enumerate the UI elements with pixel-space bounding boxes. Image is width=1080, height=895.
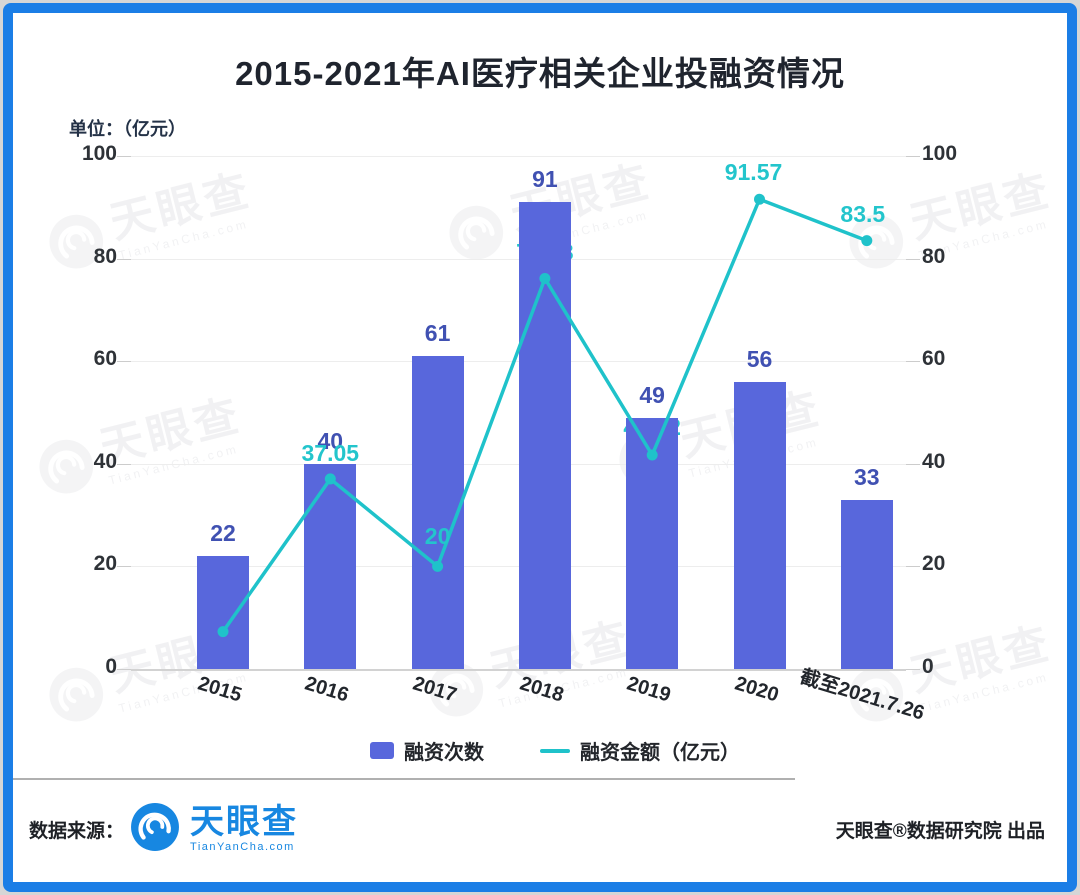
y-tick-left — [117, 669, 131, 670]
y-axis-label-left: 80 — [93, 244, 117, 268]
line-value-label: 37.05 — [301, 439, 360, 466]
gridline-20 — [131, 566, 906, 568]
y-axis-label-right: 0 — [922, 655, 934, 678]
gridline-100 — [131, 156, 906, 157]
gridline-40 — [131, 463, 906, 465]
poster-card: 天眼查 TianYanCha.com 天眼查 TianYanCha.com 天眼查 Tia… — [3, 3, 1077, 892]
line-swatch-icon — [540, 748, 570, 753]
bar-截至2021.7.26 — [840, 499, 893, 669]
y-axis-label-right: 20 — [922, 552, 946, 576]
x-axis-label: 2020 — [731, 672, 781, 707]
data-point — [324, 473, 336, 485]
data-point — [539, 272, 551, 284]
x-axis-label: 2015 — [195, 672, 245, 707]
bar-value-label: 49 — [639, 381, 665, 408]
footer: 数据来源： 天眼查 TianYanCha.com 天眼查®数据研究院 出品 — [29, 797, 1045, 861]
legend-label-line-series: 融资金额（亿元） — [580, 742, 740, 764]
y-tick-right — [906, 463, 920, 465]
y-tick-left — [117, 156, 131, 157]
data-source-label: 数据来源： — [29, 820, 125, 842]
data-point — [861, 235, 873, 247]
legend-item-bar-series: 融资次数 — [370, 736, 484, 765]
y-axis-label-left: 20 — [93, 552, 117, 576]
bar-value-label: 61 — [424, 320, 451, 347]
y-axis-label-right: 100 — [922, 142, 958, 165]
data-point — [432, 560, 444, 572]
bar-2017 — [411, 356, 464, 669]
y-axis-label-right: 60 — [922, 347, 946, 371]
line-value-label: 20 — [424, 523, 451, 550]
y-axis-label-left: 100 — [81, 142, 117, 165]
bar-2020 — [733, 381, 786, 669]
bar-swatch-icon — [370, 742, 394, 759]
tianyancha-eye-icon — [131, 802, 179, 851]
y-tick-right — [906, 361, 920, 363]
line-value-label: 83.5 — [840, 200, 886, 227]
bar-value-label: 33 — [854, 463, 880, 490]
y-tick-left — [117, 258, 131, 260]
gridline-0 — [131, 669, 906, 671]
tianyancha-wordmark: 天眼查 TianYanCha.com — [190, 805, 298, 853]
line-series — [217, 193, 873, 638]
y-tick-left — [117, 463, 131, 465]
brand-name: 天眼查 — [190, 803, 299, 841]
x-axis-label: 2016 — [302, 672, 352, 707]
bar-value-label: 22 — [210, 520, 236, 547]
data-point — [646, 449, 658, 461]
y-axis-unit-label: 单位：（亿元） — [69, 119, 186, 139]
plot-area: 0 0 20 20 40 40 60 60 80 80 100 100 22 40 61 91 49 56 33 20… — [82, 142, 957, 725]
bar-value-label: 56 — [746, 345, 773, 372]
tianyancha-logo-icon — [130, 802, 180, 857]
y-axis-label-left: 40 — [93, 449, 117, 473]
y-axis-label-left: 0 — [105, 655, 117, 678]
gridline-80 — [131, 258, 906, 260]
x-axis-label: 2019 — [624, 672, 674, 707]
x-axis-label: 2018 — [517, 672, 567, 707]
bar-2015 — [197, 556, 249, 669]
bar-value-label: 40 — [317, 427, 344, 454]
legend: 融资次数 融资金额（亿元） — [43, 736, 1067, 765]
data-point — [754, 193, 765, 205]
gridline-60 — [131, 361, 906, 363]
line-value-label: 91.57 — [724, 159, 783, 186]
y-tick-right — [906, 669, 920, 670]
x-axis-label: 2017 — [409, 672, 459, 707]
bar-value-label: 91 — [532, 166, 558, 193]
y-axis-label-right: 80 — [922, 244, 946, 268]
credit-text: 天眼查®数据研究院 出品 — [835, 820, 1045, 842]
legend-item-line-series: 融资金额（亿元） — [540, 736, 740, 765]
legend-label-bar-series: 融资次数 — [404, 742, 484, 764]
data-source: 数据来源： 天眼查 TianYanCha.com — [29, 802, 298, 857]
y-tick-left — [117, 361, 131, 363]
y-axis-label-right: 40 — [922, 449, 946, 473]
footer-divider — [13, 778, 795, 780]
data-point — [217, 626, 229, 638]
bar-2016 — [304, 463, 357, 669]
y-tick-right — [906, 258, 920, 260]
chart-title: 2015-2021年AI医疗相关企业投融资情况 — [235, 55, 845, 92]
brand-subtext: TianYanCha.com — [190, 841, 295, 853]
y-axis-label-left: 60 — [93, 347, 117, 371]
y-tick-right — [906, 566, 920, 568]
y-tick-left — [117, 566, 131, 568]
y-tick-right — [906, 156, 920, 157]
